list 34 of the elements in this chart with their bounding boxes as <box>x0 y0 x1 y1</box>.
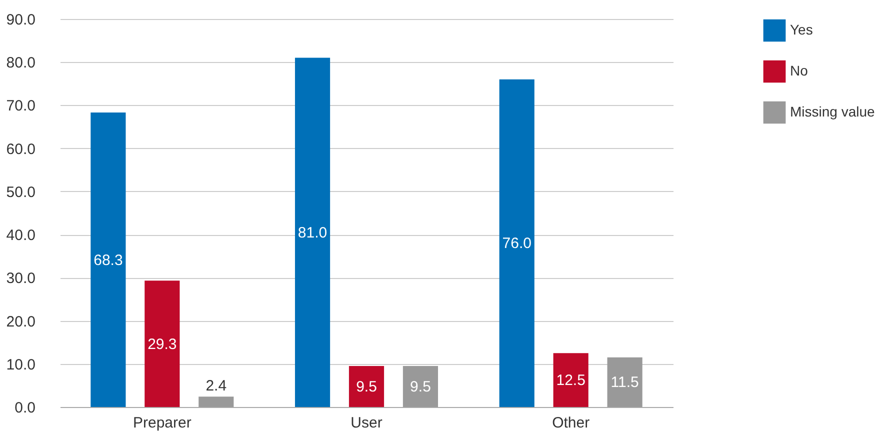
bar <box>348 366 384 407</box>
bar <box>607 357 642 407</box>
bar <box>294 58 330 407</box>
legend-label: Missing value <box>790 104 876 120</box>
data-label: 68.3 <box>94 252 123 269</box>
data-label: 12.5 <box>556 372 586 390</box>
y-tick-label: 30.0 <box>6 270 36 288</box>
data-label: 29.3 <box>148 336 177 353</box>
x-tick-label: User <box>350 414 382 432</box>
data-label: 2.4 <box>206 378 227 395</box>
y-tick-label: 20.0 <box>6 313 36 330</box>
data-label: 11.5 <box>610 374 639 392</box>
bar <box>90 112 126 407</box>
y-tick-label: 10.0 <box>6 356 36 374</box>
data-label: 81.0 <box>298 224 328 242</box>
bar <box>198 396 234 407</box>
y-tick-label: 40.0 <box>6 227 36 244</box>
bar <box>499 79 534 407</box>
legend-label: Yes <box>790 22 813 38</box>
bar <box>553 353 588 407</box>
data-label: 76.0 <box>502 235 532 252</box>
legend-label: No <box>790 62 808 78</box>
x-tick-label: Other <box>552 414 590 432</box>
data-label: 9.5 <box>410 378 431 396</box>
y-tick-label: 70.0 <box>6 98 36 115</box>
y-tick-label: 90.0 <box>6 12 36 28</box>
x-tick-label: Preparer <box>132 414 192 432</box>
y-tick-label: 80.0 <box>6 54 36 72</box>
y-tick-label: 50.0 <box>6 184 36 201</box>
bar <box>144 280 180 407</box>
y-tick-label: 0.0 <box>14 400 36 416</box>
data-label: 9.5 <box>356 378 377 396</box>
bar <box>402 366 438 407</box>
y-tick-label: 60.0 <box>6 140 36 158</box>
